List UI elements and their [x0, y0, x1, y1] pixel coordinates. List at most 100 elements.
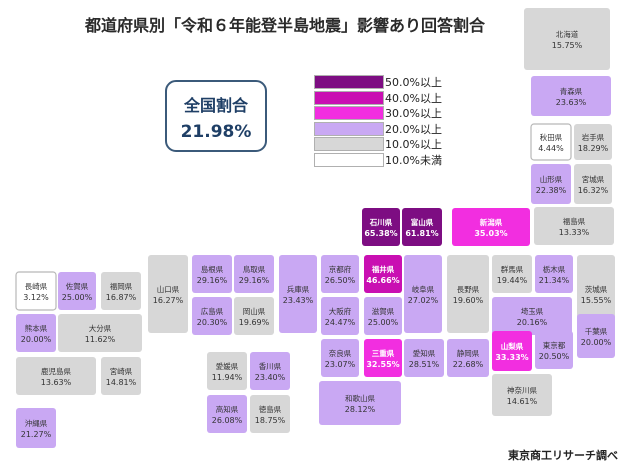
legend-swatch	[314, 137, 384, 151]
prefecture-cell	[234, 297, 274, 335]
prefecture-name: 長崎県	[25, 281, 48, 291]
prefecture-tile: 奈良県 23.07%	[321, 339, 359, 377]
prefecture-tile: 埼玉県 20.16%	[492, 297, 572, 335]
prefecture-value: 23.07%	[325, 360, 356, 369]
legend-label: 40.0%以上	[385, 91, 442, 105]
prefecture-value: 13.33%	[559, 228, 590, 237]
prefecture-tile: 茨城県 15.55%	[577, 255, 615, 333]
prefecture-tile: 新潟県 35.03%	[452, 208, 530, 246]
prefecture-cell	[207, 352, 247, 390]
legend-swatch	[314, 90, 384, 105]
prefecture-tile: 岩手県 18.29%	[574, 124, 612, 160]
prefecture-name: 山梨県	[501, 341, 524, 351]
prefecture-value: 20.30%	[197, 318, 228, 327]
chart-title: 都道府県別「令和６年能登半島地震」影響あり回答割合	[84, 16, 485, 35]
prefecture-cell	[58, 314, 142, 352]
prefecture-value: 16.32%	[578, 186, 609, 195]
prefecture-value: 33.33%	[495, 353, 528, 362]
prefecture-value: 15.55%	[581, 296, 612, 305]
prefecture-value: 4.44%	[538, 144, 564, 153]
prefecture-value: 22.68%	[453, 360, 484, 369]
prefecture-value: 14.81%	[106, 378, 137, 387]
prefecture-name: 栃木県	[543, 264, 566, 274]
prefecture-cell	[402, 208, 442, 246]
legend-item: 40.0%以上	[314, 90, 454, 105]
prefecture-name: 愛知県	[413, 348, 436, 358]
prefecture-cell	[364, 297, 402, 335]
prefecture-cell	[492, 255, 532, 293]
prefecture-cell	[404, 339, 444, 377]
prefecture-value: 20.16%	[517, 318, 548, 327]
prefecture-value: 25.00%	[62, 293, 93, 302]
national-ratio-label: 全国割合	[183, 96, 248, 115]
prefecture-tile: 広島県 20.30%	[192, 297, 232, 335]
prefecture-cell	[319, 381, 401, 425]
prefecture-tile: 徳島県 18.75%	[250, 395, 290, 433]
prefecture-value: 23.63%	[556, 98, 587, 107]
prefecture-cell	[404, 255, 442, 333]
prefecture-name: 鹿児島県	[41, 366, 71, 376]
prefecture-cell	[101, 272, 141, 310]
prefecture-tile: 東京都 20.50%	[535, 331, 573, 369]
prefecture-name: 大分県	[89, 323, 112, 333]
prefecture-name: 福島県	[563, 216, 586, 226]
prefecture-tile: 富山県 61.81%	[402, 208, 442, 246]
prefecture-tile: 長野県 19.60%	[447, 255, 489, 333]
prefecture-value: 19.69%	[239, 318, 270, 327]
legend-label: 10.0%以上	[385, 138, 442, 151]
prefecture-tile: 京都府 26.50%	[321, 255, 359, 293]
prefecture-value: 46.66%	[366, 276, 399, 285]
prefecture-name: 島根県	[201, 264, 224, 274]
prefecture-tile: 鹿児島県 13.63%	[16, 357, 96, 395]
prefecture-value: 15.75%	[552, 41, 583, 50]
prefecture-cell	[577, 314, 615, 358]
prefecture-tile: 石川県 65.38%	[362, 208, 400, 246]
prefecture-name: 京都府	[329, 264, 352, 274]
prefecture-name: 静岡県	[457, 348, 480, 358]
prefecture-name: 宮城県	[582, 174, 605, 184]
prefecture-name: 山形県	[540, 174, 563, 184]
prefecture-cell	[321, 297, 359, 335]
legend-swatch	[314, 75, 384, 89]
prefecture-tile: 宮城県 16.32%	[574, 164, 612, 204]
prefecture-cell	[364, 339, 402, 377]
prefecture-tile: 青森県 23.63%	[531, 76, 611, 116]
prefecture-value: 20.00%	[581, 338, 612, 347]
prefecture-name: 宮崎県	[110, 366, 133, 376]
prefecture-tile: 山梨県 33.33%	[492, 331, 532, 371]
legend-swatch	[314, 121, 384, 136]
prefecture-cell	[321, 339, 359, 377]
prefecture-tile: 愛媛県 11.94%	[207, 352, 247, 390]
prefecture-tile: 和歌山県 28.12%	[319, 381, 401, 425]
prefecture-cell	[250, 352, 290, 390]
prefecture-name: 沖縄県	[25, 418, 48, 428]
prefecture-cell	[535, 255, 573, 293]
prefecture-value: 61.81%	[405, 229, 438, 238]
prefecture-tile: 大分県 11.62%	[58, 314, 142, 352]
prefecture-value: 14.61%	[507, 397, 538, 406]
prefecture-cell	[16, 357, 96, 395]
prefecture-cell	[192, 297, 232, 335]
prefecture-value: 21.34%	[539, 276, 570, 285]
prefecture-tile: 山形県 22.38%	[531, 164, 571, 204]
prefecture-name: 福岡県	[110, 282, 133, 291]
prefecture-value: 25.00%	[368, 318, 399, 327]
prefecture-value: 26.50%	[325, 276, 356, 285]
prefecture-value: 18.75%	[255, 416, 286, 425]
prefecture-name: 千葉県	[585, 326, 608, 336]
prefecture-name: 高知県	[216, 404, 239, 414]
prefecture-name: 大阪府	[329, 306, 352, 316]
prefecture-name: 北海道	[556, 29, 579, 39]
prefecture-tile: 福岡県 16.87%	[101, 272, 141, 310]
prefecture-tile: 秋田県 4.44%	[530, 123, 572, 161]
prefecture-cell	[58, 272, 96, 310]
prefecture-cell	[362, 208, 400, 246]
prefecture-name: 富山県	[411, 217, 434, 227]
source-note: 東京商工リサーチ調べ	[508, 449, 618, 462]
prefecture-tile: 佐賀県 25.00%	[58, 272, 96, 310]
prefecture-name: 岐阜県	[412, 284, 435, 294]
prefecture-name: 石川県	[369, 217, 393, 227]
prefecture-cell	[16, 314, 56, 352]
prefecture-cell	[531, 164, 571, 204]
prefecture-tile: 栃木県 21.34%	[535, 255, 573, 293]
